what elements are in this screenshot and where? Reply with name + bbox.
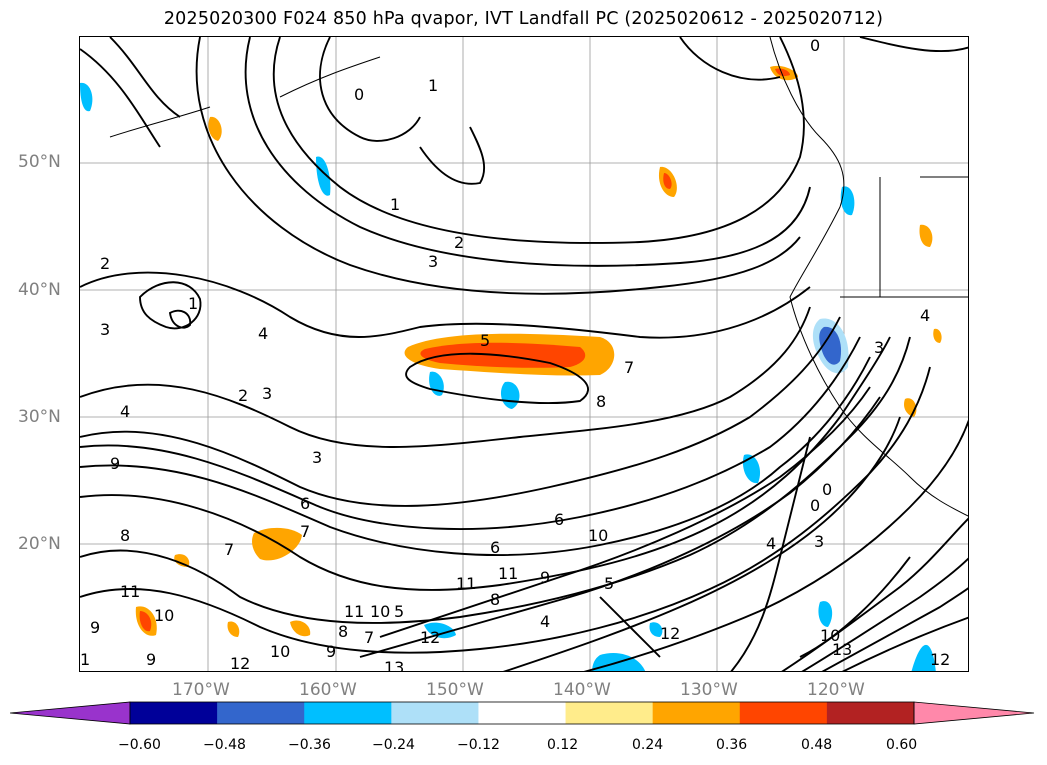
colorbar-segment	[652, 702, 741, 724]
contour-label: 11	[344, 602, 364, 621]
contour-label: 3	[262, 384, 272, 403]
contour-label: 10	[270, 642, 290, 661]
contour-label: 10	[154, 606, 174, 625]
contour-label: 10	[820, 626, 840, 645]
contour-label: 1	[428, 76, 438, 95]
colorbar-tick-label: −0.60	[118, 737, 161, 753]
lon-label: 120°W	[807, 680, 865, 700]
contour-label: 13	[384, 658, 404, 672]
contour-label: 4	[766, 534, 776, 553]
contour-label: 1	[188, 294, 198, 313]
contour-label: 12	[230, 654, 250, 672]
contour-label: 6	[554, 510, 564, 529]
contour-label: 4	[540, 612, 550, 631]
colorbar-tick-label: −0.36	[288, 737, 331, 753]
contour-label: 10	[370, 602, 390, 621]
colorbar-frame	[129, 701, 915, 725]
lat-label: 30°N	[18, 407, 61, 427]
colorbar-segment	[826, 702, 915, 724]
contour-label: 1	[390, 195, 400, 214]
contour-label: 10	[588, 526, 608, 545]
contour-label: 0	[810, 37, 820, 55]
contour-label: 3	[874, 338, 884, 357]
contour-label: 2	[100, 254, 110, 273]
contour-label: 9	[326, 642, 336, 661]
contour-label: 4	[120, 402, 130, 421]
lat-label: 50°N	[18, 152, 61, 172]
contour-label: 8	[338, 622, 348, 641]
map-title: 2025020300 F024 850 hPa qvapor, IVT Land…	[163, 9, 884, 29]
colorbar-segment	[739, 702, 828, 724]
contour-label: 5	[394, 602, 404, 621]
contour-label: 4	[258, 324, 268, 343]
colorbar-segment	[304, 702, 392, 724]
contour-label: 3	[312, 448, 322, 467]
contour-label-group: 1 2 3 5 7 8 3 6 7 7 8 9 4 2 3 1 4 2 3 0 …	[80, 37, 950, 672]
lon-label: 130°W	[680, 680, 738, 700]
lat-label: 40°N	[18, 280, 61, 300]
coastlines	[109, 37, 968, 517]
contour-label: 1	[80, 650, 90, 669]
colorbar-segment	[565, 702, 654, 724]
contour-label: 3	[100, 320, 110, 339]
contour-label: 2	[454, 233, 464, 252]
contour-label: 12	[420, 628, 440, 647]
contour-label: 4	[920, 306, 930, 325]
map-canvas: 1 2 3 5 7 8 3 6 7 7 8 9 4 2 3 1 4 2 3 0 …	[80, 37, 968, 672]
colorbar-segment	[217, 702, 305, 724]
contour-label: 7	[364, 628, 374, 647]
colorbar-tick-label: −0.12	[457, 737, 500, 753]
contour-label: 7	[224, 540, 234, 559]
contour-label: 0	[822, 480, 832, 499]
contour-label: 9	[540, 568, 550, 587]
colorbar-tick-label: 0.60	[886, 737, 918, 753]
contour-label: 5	[604, 574, 614, 593]
lon-label: 150°W	[426, 680, 484, 700]
contour-label: 12	[660, 624, 680, 643]
colorbar-tick-label: 0.36	[716, 737, 748, 753]
contour-label: 13	[832, 640, 852, 659]
lon-label: 160°W	[299, 680, 357, 700]
lon-label: 140°W	[553, 680, 611, 700]
contour-label: 7	[300, 522, 310, 541]
colorbar-tick-label: −0.24	[372, 737, 415, 753]
contour-label: 0	[810, 496, 820, 515]
contour-label: 5	[480, 331, 490, 350]
colorbar-segment	[478, 702, 567, 724]
contour-label: 6	[300, 494, 310, 513]
colorbar-tick-label: 0.48	[801, 737, 833, 753]
colorbar-segment	[130, 702, 218, 724]
contour-label: 0	[354, 85, 364, 104]
colorbar-extend-high	[913, 701, 1035, 725]
contour-label: 9	[110, 454, 120, 473]
contour-label: 3	[814, 532, 824, 551]
contour-label: 11	[456, 574, 476, 593]
colorbar-tick-label: 0.12	[547, 737, 579, 753]
colorbar-segments	[10, 701, 1035, 725]
colorbar-tick-label: 0.24	[632, 737, 664, 753]
colorbar-tick-label: −0.48	[203, 737, 246, 753]
contour-lines	[80, 37, 968, 671]
contour-label: 11	[498, 564, 518, 583]
shaded-field	[80, 65, 942, 671]
contour-label: 7	[624, 358, 634, 377]
contour-label: 2	[238, 386, 248, 405]
colorbar-extend-low	[10, 701, 131, 725]
contour-label: 11	[120, 582, 140, 601]
contour-label: 12	[930, 650, 950, 669]
contour-label: 9	[90, 618, 100, 637]
lat-label: 20°N	[18, 534, 61, 554]
contour-label: 8	[490, 590, 500, 609]
colorbar-segment	[391, 702, 479, 724]
contour-label: 6	[490, 538, 500, 557]
contour-label: 9	[146, 650, 156, 669]
contour-label: 8	[596, 392, 606, 411]
map-panel: 1 2 3 5 7 8 3 6 7 7 8 9 4 2 3 1 4 2 3 0 …	[79, 36, 969, 672]
contour-label: 3	[428, 252, 438, 271]
lon-label: 170°W	[172, 680, 230, 700]
contour-label: 8	[120, 526, 130, 545]
colorbar	[10, 701, 1035, 725]
